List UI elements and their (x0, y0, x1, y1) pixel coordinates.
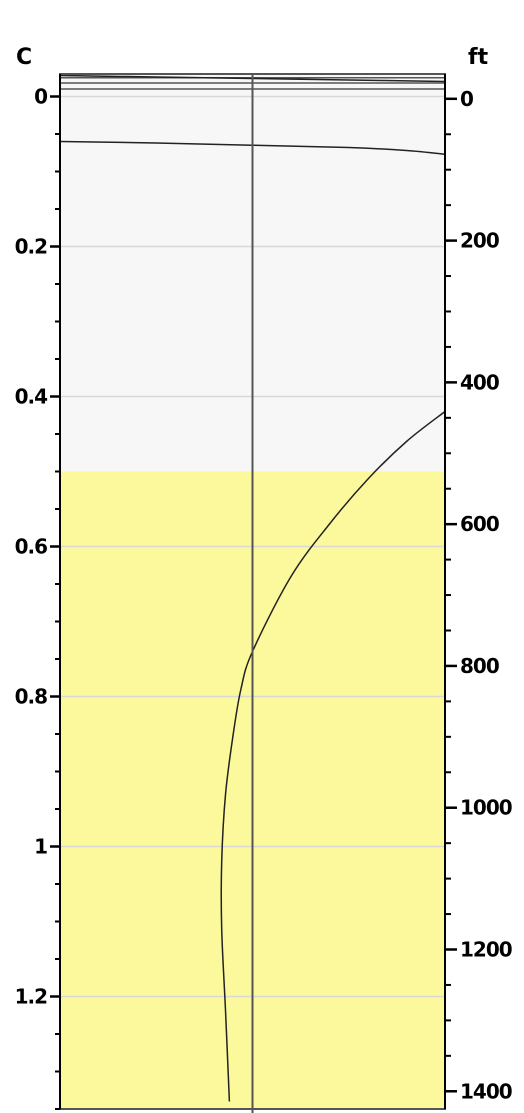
left-tick-label-1: 0.2 (15, 235, 48, 259)
right-tick-label-7: 1400 (460, 1079, 512, 1103)
right-tick-label-5: 1000 (460, 796, 512, 820)
left-tick-label-0: 0 (34, 85, 47, 109)
right-tick-label-2: 400 (460, 370, 499, 394)
left-tick-label-3: 0.6 (15, 535, 48, 559)
right-tick-label-4: 800 (460, 654, 499, 678)
series-line-0 (59, 140, 446, 155)
left-tick-label-6: 1.2 (15, 985, 48, 1009)
left-tick-label-5: 1 (34, 835, 47, 859)
right-tick-label-6: 1200 (460, 937, 512, 961)
right-tick-label-1: 200 (460, 229, 499, 253)
series-line-2 (220, 410, 446, 1102)
left-unit-label: C (16, 45, 32, 70)
left-tick-label-4: 0.8 (15, 685, 48, 709)
left-axis: 0 0.2 0.4 0.6 0.8 1 1.2 (15, 74, 61, 1110)
left-tick-label-2: 0.4 (15, 385, 48, 409)
right-axis: 0 200 400 600 800 1000 1200 1400 (444, 74, 513, 1109)
right-tick-label-0: 0 (460, 87, 473, 111)
right-unit-label: ft (468, 45, 489, 70)
right-tick-label-3: 600 (460, 512, 499, 536)
